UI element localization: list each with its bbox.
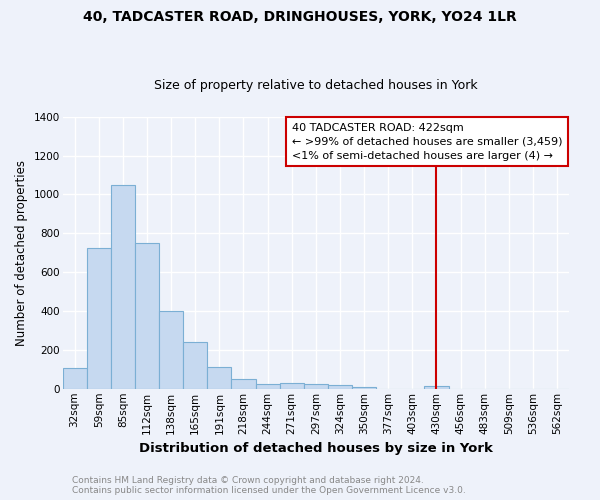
Bar [135,243,159,389]
Bar [352,387,376,389]
Text: Contains HM Land Registry data © Crown copyright and database right 2024.
Contai: Contains HM Land Registry data © Crown c… [72,476,466,495]
Bar [232,379,256,389]
Bar [159,311,183,389]
X-axis label: Distribution of detached houses by size in York: Distribution of detached houses by size … [139,442,493,455]
Bar [111,185,135,389]
Bar [62,368,87,389]
Bar [328,386,352,389]
Bar [280,383,304,389]
Text: 40, TADCASTER ROAD, DRINGHOUSES, YORK, YO24 1LR: 40, TADCASTER ROAD, DRINGHOUSES, YORK, Y… [83,10,517,24]
Bar [304,384,328,389]
Bar [208,368,232,389]
Y-axis label: Number of detached properties: Number of detached properties [15,160,28,346]
Bar [424,386,449,389]
Bar [87,248,111,389]
Bar [256,384,280,389]
Text: 40 TADCASTER ROAD: 422sqm
← >99% of detached houses are smaller (3,459)
<1% of s: 40 TADCASTER ROAD: 422sqm ← >99% of deta… [292,122,562,160]
Title: Size of property relative to detached houses in York: Size of property relative to detached ho… [154,79,478,92]
Bar [183,342,208,389]
